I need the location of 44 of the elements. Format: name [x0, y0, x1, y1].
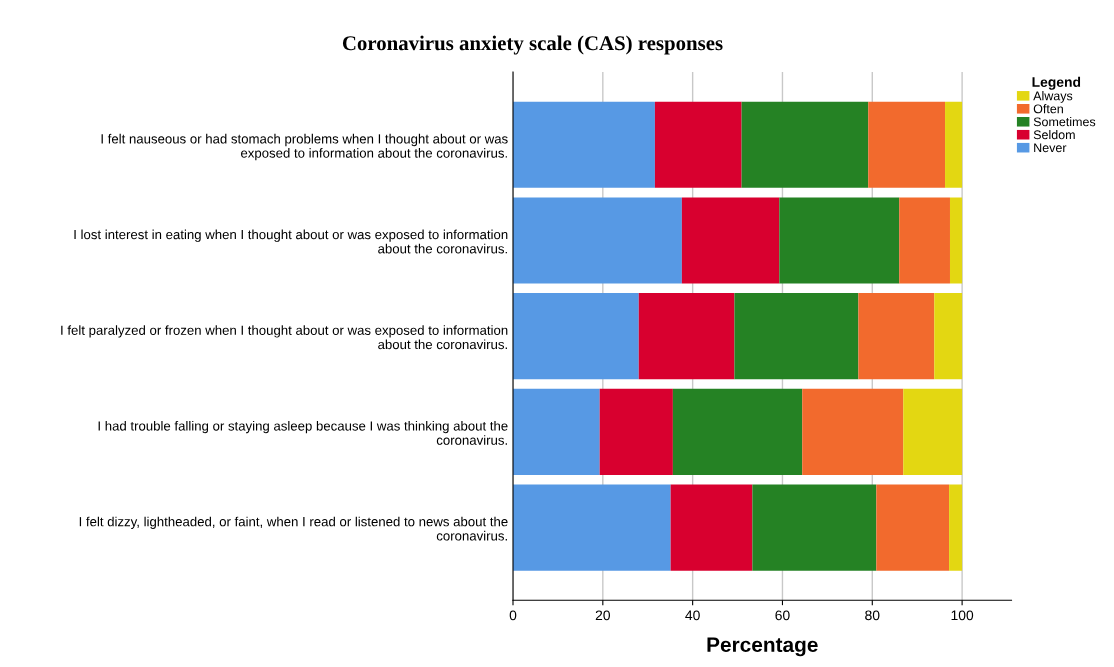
- bar: [903, 388, 963, 475]
- legend-label: Always: [1033, 91, 1073, 103]
- bar: [752, 484, 877, 571]
- legend-label: Often: [1033, 104, 1063, 114]
- y-tick-label: I felt dizzy, lightheaded, or faint, when I read or listened to news about the coronavirus.: [79, 516, 508, 541]
- bar: [734, 293, 859, 380]
- legend-label: Sometimes: [1033, 117, 1096, 127]
- bar: [638, 293, 735, 380]
- bar: [513, 293, 639, 380]
- y-tick-label: I felt paralyzed or frozen when I thought about or was exposed to information about the coronavirus.: [61, 325, 508, 350]
- bar: [741, 101, 869, 188]
- legend-label: Never: [1034, 143, 1067, 153]
- bar: [599, 388, 673, 475]
- chart-title: Coronavirus anxiety scale (CAS) responses: [342, 35, 723, 55]
- bar: [802, 388, 904, 475]
- bar: [858, 293, 935, 380]
- bar: [945, 101, 963, 188]
- bar: [779, 197, 900, 284]
- bar: [949, 197, 963, 284]
- bar: [670, 484, 753, 571]
- bar: [513, 388, 600, 475]
- y-tick-label: I had trouble falling or staying asleep because I was thinking about the coronavirus.: [98, 420, 508, 445]
- bar: [934, 293, 963, 380]
- y-tick-label: I lost interest in eating when I thought about or was exposed to information about the coronavirus.: [74, 229, 508, 254]
- bar: [513, 197, 682, 284]
- x-axis-title: Percentage: [707, 637, 818, 657]
- x-tick-label: 20: [595, 610, 610, 621]
- x-tick-label: 0: [509, 610, 517, 621]
- bar: [949, 484, 963, 571]
- legend-label: Seldom: [1033, 130, 1075, 140]
- bar: [672, 388, 803, 475]
- x-tick-label: 100: [951, 610, 974, 621]
- bar: [513, 484, 671, 571]
- bar: [876, 484, 950, 571]
- x-tick-label: 80: [865, 610, 880, 621]
- bar: [654, 101, 742, 188]
- bar: [868, 101, 946, 188]
- bar: [513, 101, 655, 188]
- x-tick-label: 60: [775, 610, 790, 621]
- y-tick-label: I felt nauseous or had stomach problems when I thought about or was exposed to information about the coronavirus.: [101, 133, 508, 161]
- bar: [899, 197, 950, 284]
- legend-title: Legend: [1032, 76, 1081, 90]
- x-tick-label: 40: [685, 610, 700, 621]
- bar: [681, 197, 780, 284]
